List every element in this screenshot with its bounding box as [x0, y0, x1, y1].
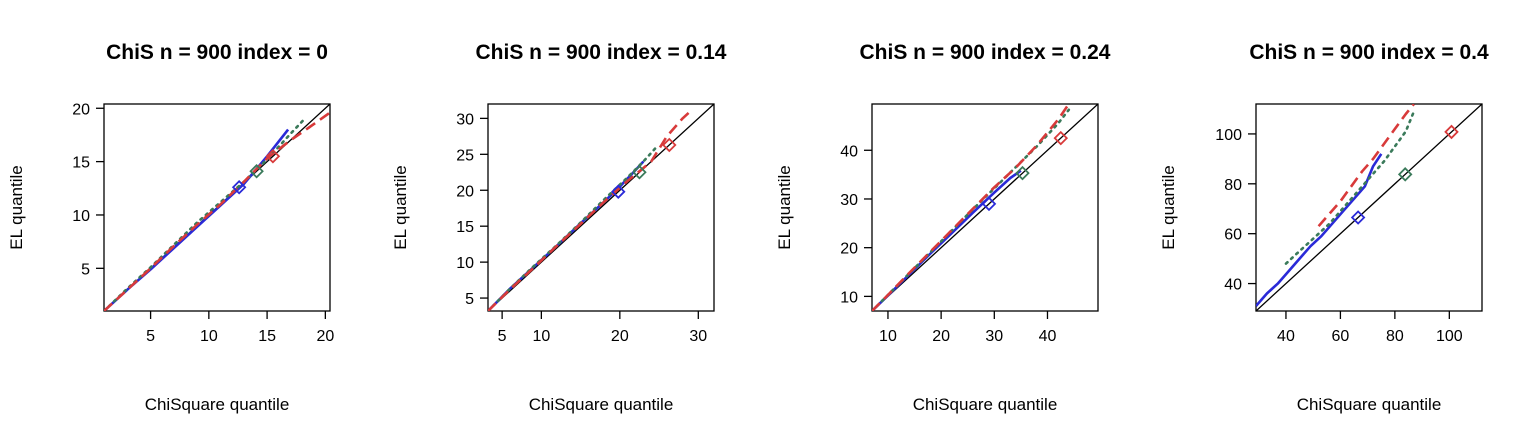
panel-2-ytick-label-1: 20 [840, 241, 858, 258]
panel-2-reference-line [872, 104, 1098, 311]
panel-0-series-0 [104, 128, 290, 311]
panel-3-xtick-label-2: 80 [1386, 328, 1404, 345]
panel-0-ytick-label-1: 10 [72, 208, 90, 225]
panel-1-plot-box [487, 103, 715, 312]
panel-1-xlabel: ChiSquare quantile [529, 395, 674, 414]
panel-1-marker-1 [632, 165, 647, 180]
panel-3-xlabel: ChiSquare quantile [1297, 395, 1442, 414]
panel-0-xtick-label-0: 5 [146, 328, 155, 345]
panel-3-marker-0 [1350, 210, 1366, 225]
panel-0-xlabel: ChiSquare quantile [145, 395, 290, 414]
panel-2-ytick-label-0: 10 [840, 289, 858, 306]
panel-3: ChiS n = 900 index = 0.4 40 60 80 100 40 60 80… [1159, 41, 1489, 414]
panel-3-xtick-label-3: 100 [1436, 328, 1463, 345]
panel-1-title: ChiS n = 900 index = 0.14 [476, 41, 727, 64]
panel-1-ylabel: EL quantile [391, 165, 410, 249]
panel-2-plot [872, 104, 1098, 311]
panel-3-plot-box [1255, 103, 1483, 312]
panel-3-reference-line [1256, 104, 1482, 311]
panel-3-ylabel: EL quantile [1159, 165, 1178, 249]
panel-3-ytick-label-2: 80 [1224, 177, 1242, 194]
panel-2-marker-1 [1015, 165, 1030, 181]
panel-1-marker-2 [661, 137, 677, 153]
panel-0-ytick-label-3: 20 [72, 101, 90, 118]
panel-0-xtick-label-2: 15 [258, 328, 276, 345]
panel-2-series-0 [872, 169, 1022, 311]
panel-1-ytick-label-3: 20 [456, 183, 474, 200]
panel-2-series-2 [872, 104, 1070, 311]
panel-0-plot-box [103, 103, 331, 312]
panel-3-ticks: 40 60 80 100 40 60 80 100 [1215, 127, 1462, 345]
panel-3-xtick-label-1: 60 [1332, 328, 1350, 345]
panel-1-ytick-label-0: 5 [465, 291, 474, 308]
panel-3-marker-1 [1397, 167, 1413, 182]
panel-0-series-2 [104, 111, 330, 311]
panel-0-series-1 [104, 116, 307, 311]
panel-0-xtick-label-1: 10 [200, 328, 218, 345]
panel-0: ChiS n = 900 index = 0 5 10 15 20 5 10 15 20 Ch… [7, 41, 334, 414]
panel-1-xtick-label-1: 10 [532, 328, 550, 345]
panel-2-ylabel: EL quantile [775, 165, 794, 249]
panel-0-marker-0 [231, 179, 247, 195]
panel-0-ytick-label-2: 15 [72, 155, 90, 172]
panel-3-ytick-label-1: 60 [1224, 227, 1242, 244]
panel-1-plot [488, 104, 714, 311]
panel-0-title: ChiS n = 900 index = 0 [106, 41, 328, 64]
panel-2-ytick-label-3: 40 [840, 143, 858, 160]
panel-2-xtick-label-0: 10 [879, 328, 897, 345]
panel-3-series-2 [1317, 104, 1415, 228]
panel-3-plot [1256, 104, 1482, 311]
panel-1: ChiS n = 900 index = 0.14 5 10 20 30 5 10 15 20… [391, 41, 727, 414]
panel-0-ylabel: EL quantile [7, 165, 26, 249]
panel-1-ytick-label-5: 30 [456, 111, 474, 128]
panel-1-marker-0 [610, 184, 626, 199]
panel-3-marker-2 [1444, 124, 1459, 140]
panel-2-ticks: 10 20 30 40 10 20 30 40 [840, 143, 1056, 345]
panel-2-xtick-label-1: 20 [932, 328, 950, 345]
panel-1-reference-line [488, 104, 714, 311]
panel-0-ticks: 5 10 15 20 5 10 15 20 [72, 101, 334, 345]
panel-2-xlabel: ChiSquare quantile [913, 395, 1058, 414]
panel-1-xtick-label-3: 30 [689, 328, 707, 345]
panel-3-series-0 [1256, 153, 1383, 307]
panel-1-xtick-label-0: 5 [498, 328, 507, 345]
panel-1-ytick-label-4: 25 [456, 147, 474, 164]
panel-2: ChiS n = 900 index = 0.24 10 20 30 40 10 20 30… [775, 41, 1111, 414]
panel-3-title: ChiS n = 900 index = 0.4 [1249, 41, 1489, 64]
panel-0-marker-2 [265, 149, 281, 164]
panel-0-plot [104, 104, 330, 311]
panel-0-marker-1 [249, 163, 264, 179]
panel-1-ytick-label-2: 15 [456, 219, 474, 236]
panel-1-series-2 [488, 108, 694, 311]
panel-2-xtick-label-2: 30 [985, 328, 1003, 345]
panel-2-xtick-label-3: 40 [1039, 328, 1057, 345]
panel-3-ytick-label-3: 100 [1215, 127, 1242, 144]
panel-0-xtick-label-3: 20 [316, 328, 334, 345]
panel-2-marker-2 [1053, 130, 1069, 146]
panel-2-title: ChiS n = 900 index = 0.24 [860, 41, 1111, 64]
panel-2-plot-box [871, 103, 1099, 312]
panel-3-series-1 [1284, 110, 1416, 265]
panel-3-ytick-label-0: 40 [1224, 277, 1242, 294]
panel-0-ytick-label-0: 5 [81, 261, 90, 278]
panel-2-marker-0 [981, 196, 997, 212]
panel-1-xtick-label-2: 20 [611, 328, 629, 345]
panel-1-ticks: 5 10 20 30 5 10 15 20 25 30 [456, 111, 707, 345]
panel-1-ytick-label-1: 10 [456, 255, 474, 272]
panel-2-ytick-label-2: 30 [840, 192, 858, 209]
panel-3-xtick-label-0: 40 [1277, 328, 1295, 345]
